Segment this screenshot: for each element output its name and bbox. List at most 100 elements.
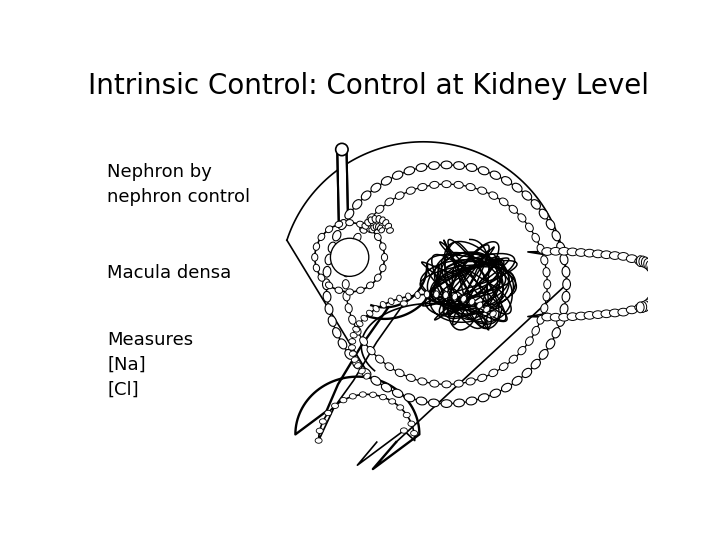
Ellipse shape	[379, 217, 385, 224]
Ellipse shape	[648, 294, 655, 305]
Ellipse shape	[652, 273, 659, 284]
Ellipse shape	[518, 214, 526, 222]
Ellipse shape	[365, 220, 371, 226]
Ellipse shape	[371, 376, 381, 385]
Ellipse shape	[560, 254, 568, 265]
Ellipse shape	[489, 369, 498, 376]
Ellipse shape	[379, 394, 387, 400]
Ellipse shape	[601, 251, 612, 259]
Ellipse shape	[461, 295, 467, 302]
Ellipse shape	[430, 181, 439, 188]
Ellipse shape	[518, 347, 526, 355]
Ellipse shape	[532, 326, 539, 335]
Ellipse shape	[646, 261, 654, 272]
Ellipse shape	[345, 349, 354, 359]
Ellipse shape	[537, 244, 544, 253]
Ellipse shape	[323, 266, 331, 277]
Ellipse shape	[484, 306, 490, 313]
Ellipse shape	[452, 293, 458, 300]
Ellipse shape	[356, 221, 364, 227]
Ellipse shape	[559, 247, 570, 255]
Ellipse shape	[543, 292, 550, 301]
Ellipse shape	[651, 288, 658, 299]
Ellipse shape	[392, 389, 403, 397]
Ellipse shape	[562, 292, 570, 302]
Ellipse shape	[400, 301, 408, 306]
Ellipse shape	[559, 313, 570, 321]
Ellipse shape	[369, 392, 377, 397]
Ellipse shape	[635, 257, 646, 265]
Ellipse shape	[466, 184, 475, 191]
Ellipse shape	[635, 303, 646, 311]
Ellipse shape	[406, 374, 415, 381]
Ellipse shape	[348, 345, 356, 350]
Ellipse shape	[500, 363, 508, 370]
Ellipse shape	[387, 228, 393, 233]
Ellipse shape	[408, 421, 415, 427]
Ellipse shape	[345, 303, 352, 313]
Ellipse shape	[405, 293, 411, 300]
Ellipse shape	[477, 302, 482, 308]
Ellipse shape	[323, 279, 330, 289]
Ellipse shape	[346, 289, 354, 295]
Ellipse shape	[562, 266, 570, 277]
Ellipse shape	[593, 311, 603, 319]
Ellipse shape	[531, 200, 541, 209]
Ellipse shape	[353, 359, 362, 369]
Ellipse shape	[512, 376, 522, 385]
Ellipse shape	[359, 392, 366, 397]
Ellipse shape	[644, 259, 652, 269]
Ellipse shape	[350, 333, 357, 338]
Ellipse shape	[543, 268, 550, 277]
Ellipse shape	[541, 303, 548, 313]
Ellipse shape	[376, 205, 384, 213]
Ellipse shape	[333, 231, 341, 241]
Ellipse shape	[356, 287, 364, 293]
Ellipse shape	[380, 301, 387, 308]
Ellipse shape	[652, 285, 659, 295]
Ellipse shape	[320, 419, 326, 424]
Ellipse shape	[618, 308, 629, 316]
Ellipse shape	[441, 161, 452, 169]
Ellipse shape	[584, 249, 595, 257]
Ellipse shape	[642, 257, 649, 268]
Ellipse shape	[454, 399, 464, 407]
Ellipse shape	[400, 428, 408, 433]
Ellipse shape	[522, 368, 531, 377]
Ellipse shape	[542, 248, 553, 255]
Ellipse shape	[335, 287, 343, 293]
Ellipse shape	[353, 327, 359, 332]
Text: Intrinsic Control: Control at Kidney Level: Intrinsic Control: Control at Kidney Lev…	[89, 72, 649, 100]
Ellipse shape	[366, 226, 374, 233]
Ellipse shape	[522, 191, 531, 200]
Ellipse shape	[454, 380, 463, 387]
Ellipse shape	[626, 306, 637, 314]
Circle shape	[315, 222, 384, 292]
Ellipse shape	[563, 279, 570, 289]
Text: Nephron by
nephron control: Nephron by nephron control	[107, 163, 250, 206]
Ellipse shape	[652, 277, 660, 288]
Ellipse shape	[646, 297, 654, 308]
Ellipse shape	[403, 413, 410, 418]
Ellipse shape	[371, 183, 381, 192]
Ellipse shape	[441, 400, 452, 408]
Ellipse shape	[356, 321, 363, 327]
Ellipse shape	[312, 253, 318, 261]
Ellipse shape	[539, 349, 548, 359]
Ellipse shape	[490, 389, 500, 397]
Ellipse shape	[325, 303, 333, 314]
Ellipse shape	[560, 303, 568, 314]
Ellipse shape	[361, 191, 371, 200]
Ellipse shape	[542, 313, 553, 321]
Ellipse shape	[648, 263, 655, 274]
Ellipse shape	[550, 247, 561, 255]
Ellipse shape	[354, 233, 361, 242]
Ellipse shape	[323, 292, 331, 302]
Ellipse shape	[428, 161, 439, 170]
Ellipse shape	[325, 226, 333, 233]
Ellipse shape	[418, 378, 427, 385]
Ellipse shape	[404, 394, 415, 402]
Ellipse shape	[550, 313, 561, 321]
Ellipse shape	[546, 220, 555, 229]
Ellipse shape	[557, 316, 564, 326]
